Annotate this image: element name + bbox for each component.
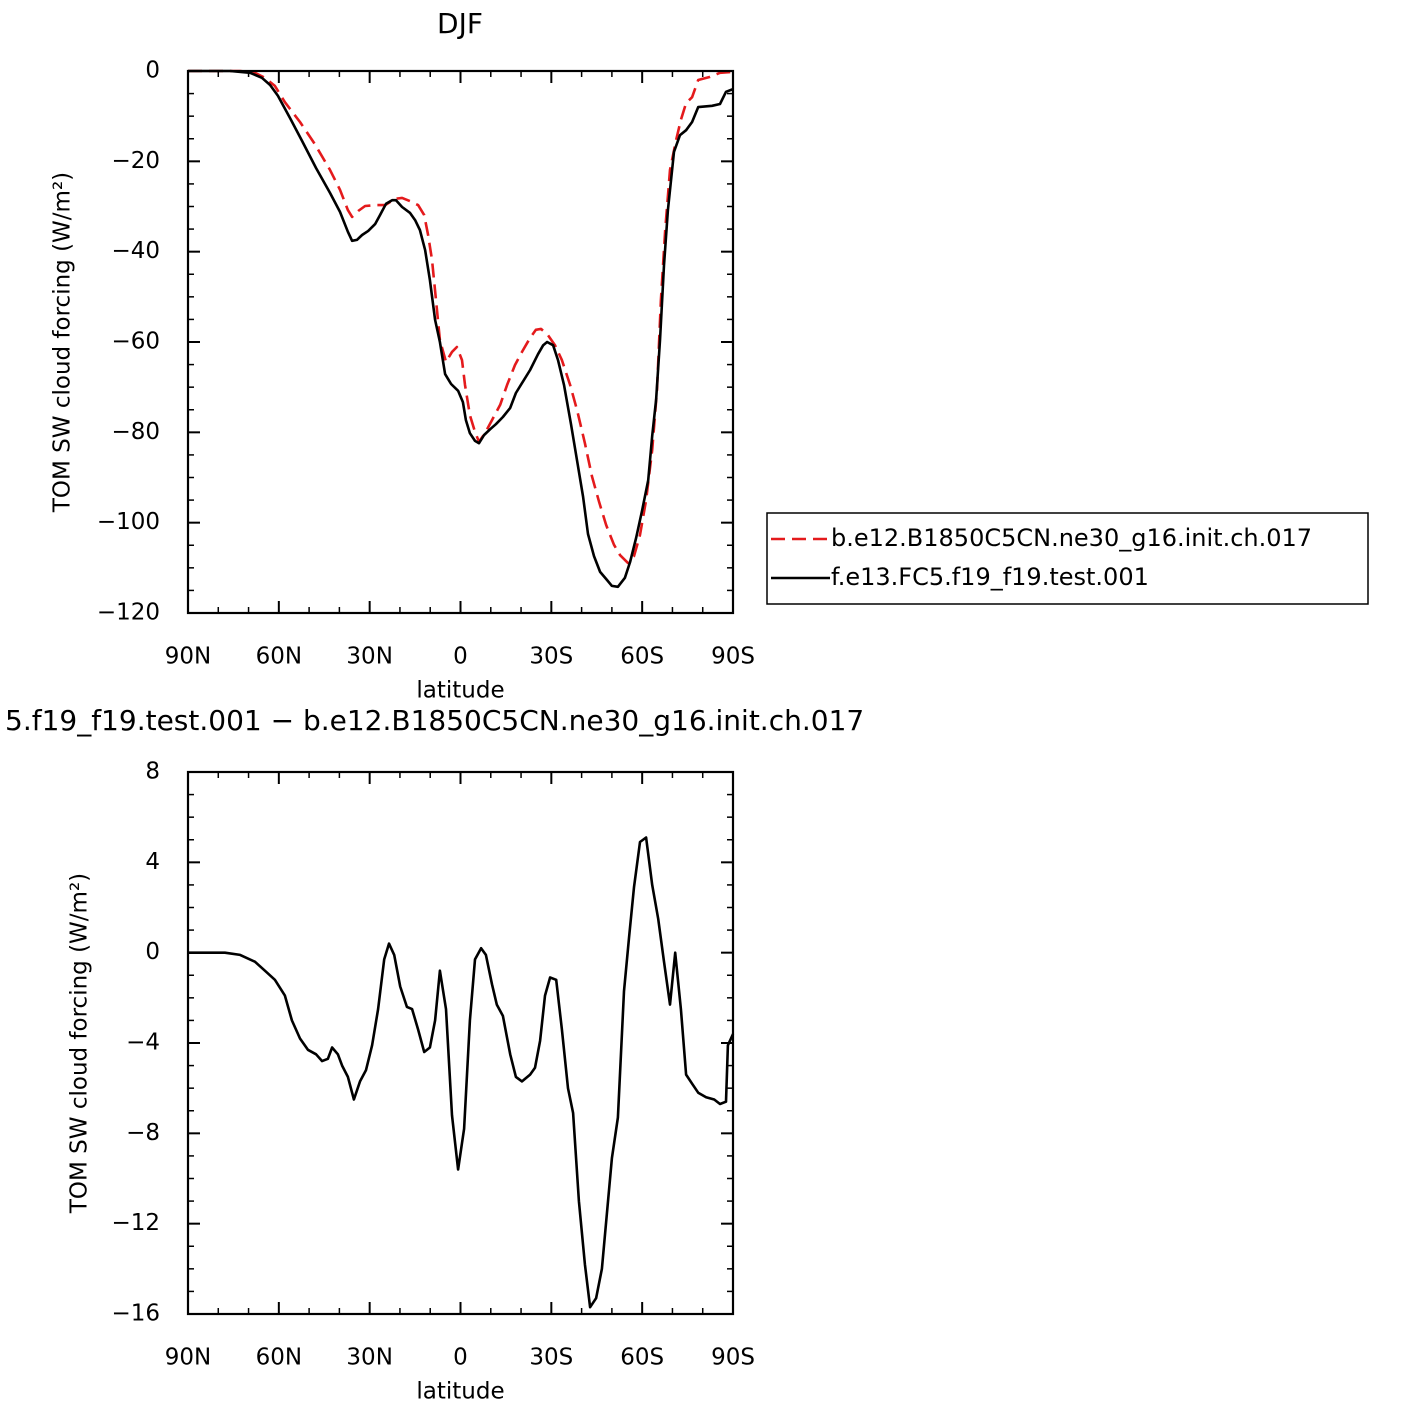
y-tick-label: −80	[111, 419, 160, 445]
y-tick-label: −40	[111, 238, 160, 264]
x-axis-label: latitude	[416, 678, 504, 704]
chart-title: DJF	[437, 7, 483, 40]
x-tick-label: 0	[453, 1345, 468, 1371]
y-tick-label: 8	[145, 759, 160, 785]
y-axis-label: TOM SW cloud forcing (W/m²)	[50, 172, 76, 513]
x-tick-label: 60S	[620, 1345, 664, 1371]
chart-title: 5.f19_f19.test.001 − b.e12.B1850C5CN.ne3…	[5, 704, 864, 737]
x-tick-label: 30S	[529, 644, 573, 670]
x-tick-label: 30S	[529, 1345, 573, 1371]
x-tick-label: 30N	[346, 644, 392, 670]
x-tick-label: 90N	[165, 1345, 211, 1371]
x-tick-label: 0	[453, 644, 468, 670]
y-tick-label: −20	[111, 148, 160, 174]
y-tick-label: −100	[97, 509, 160, 535]
x-tick-label: 60S	[620, 644, 664, 670]
x-tick-label: 60N	[256, 644, 302, 670]
plot-frame	[186, 770, 735, 1316]
y-axis-label: TOM SW cloud forcing (W/m²)	[67, 873, 93, 1214]
legend-label: b.e12.B1850C5CN.ne30_g16.init.ch.017	[831, 524, 1312, 552]
y-tick-label: 0	[145, 939, 160, 965]
y-tick-label: −120	[97, 600, 160, 626]
y-tick-label: −12	[111, 1210, 160, 1236]
y-tick-label: −16	[111, 1301, 160, 1327]
data-line	[188, 69, 734, 565]
data-line	[188, 836, 735, 1309]
x-tick-label: 30N	[346, 1345, 392, 1371]
x-axis-label: latitude	[416, 1379, 504, 1405]
data-line	[188, 69, 734, 589]
x-tick-label: 60N	[256, 1345, 302, 1371]
plot-frame	[186, 69, 735, 615]
y-tick-label: −4	[126, 1030, 160, 1056]
x-tick-label: 90N	[165, 644, 211, 670]
y-tick-label: −8	[126, 1120, 160, 1146]
legend-box	[766, 512, 1369, 605]
x-tick-label: 90S	[711, 644, 755, 670]
x-tick-label: 90S	[711, 1345, 755, 1371]
y-tick-label: 0	[145, 58, 160, 84]
legend-label: f.e13.FC5.f19_f19.test.001	[831, 563, 1149, 591]
y-tick-label: −60	[111, 329, 160, 355]
y-tick-label: 4	[145, 849, 160, 875]
